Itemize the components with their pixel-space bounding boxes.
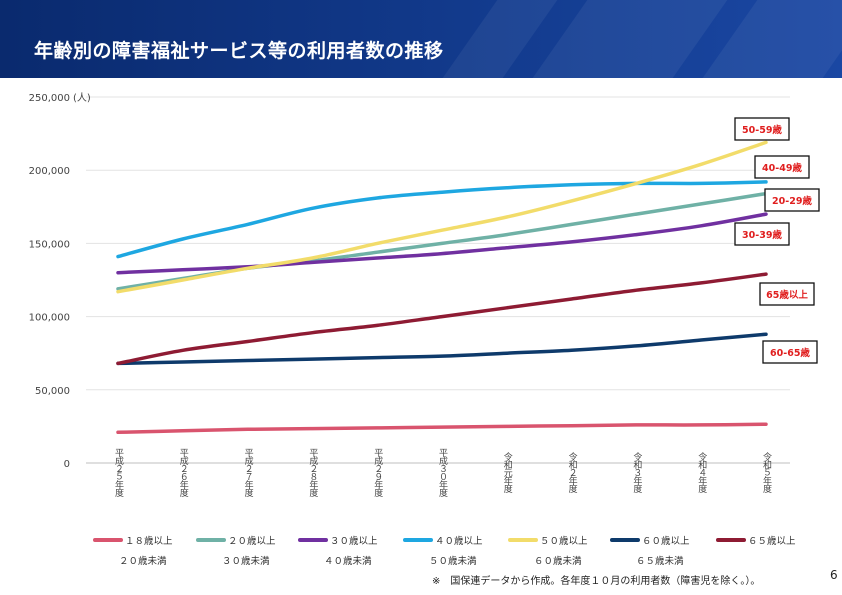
legend-label: １８歳以上 (125, 535, 173, 547)
legend: １８歳以上 ２０歳未満 ２０歳以上 ３０歳未満 ３０歳以上 ４０歳未満 ４０歳以上 ５０歳未満… (93, 535, 796, 567)
legend-label: ４０歳以上 (435, 535, 483, 547)
y-tick-label: 50,000 (35, 386, 70, 397)
legend-label-line2: ４０歳未満 (324, 555, 372, 567)
y-tick-label: 250,000 (29, 93, 70, 104)
x-tick-label: 令和５年度 (761, 451, 772, 494)
x-tick-label: 平成２６年度 (178, 448, 189, 498)
series-line (116, 332, 768, 366)
legend-label: ３０歳以上 (330, 535, 378, 547)
y-unit-label: (人) (73, 92, 91, 104)
annotation-label: 65歳以上 (766, 289, 808, 301)
x-tick-label: 令和２年度 (567, 451, 578, 494)
legend-label-line2: ５０歳未満 (429, 555, 477, 567)
y-tick-label: 100,000 (29, 313, 70, 324)
x-tick-label: 平成３０年度 (437, 448, 448, 498)
legend-label: ６５歳以上 (748, 535, 796, 547)
header-banner: 年齢別の障害福祉サービス等の利用者数の推移 (0, 0, 842, 78)
series-line (116, 180, 768, 259)
x-axis: 平成２５年度 平成２６年度 平成２７年度 平成２８年度 平成２９年度 平成３０年度 令和元年… (113, 448, 772, 498)
x-tick-label: 令和４年度 (696, 451, 707, 494)
series-line (116, 272, 768, 366)
annotation-label: 20-29歳 (772, 195, 812, 207)
footnote: ※ 国保連データから作成。各年度１０月の利用者数（障害児を除く。）。 (432, 576, 761, 587)
legend-label-line2: ３０歳未満 (222, 555, 270, 567)
page-title: 年齢別の障害福祉サービス等の利用者数の推移 (34, 40, 444, 62)
y-axis: 0 50,000 100,000 150,000 200,000 250,000 (人) (29, 92, 91, 470)
annotation-box (762, 340, 818, 364)
legend-label: ２０歳以上 (228, 535, 276, 547)
legend-label-line2: ６５歳未満 (636, 555, 684, 567)
x-tick-label: 令和３年度 (631, 451, 642, 494)
annotation-box (734, 117, 790, 141)
x-tick-label: 平成２５年度 (113, 448, 124, 498)
series-line (116, 422, 768, 435)
chart-series (116, 140, 768, 435)
annotation-box (734, 222, 790, 246)
legend-label-line2: ２０歳未満 (119, 555, 167, 567)
legend-label-line2: ６０歳未満 (534, 555, 582, 567)
legend-label: ５０歳以上 (540, 535, 588, 547)
x-tick-label: 平成２７年度 (243, 448, 254, 498)
annotation-label: 50-59歳 (742, 124, 782, 136)
page-number: 6 (830, 568, 838, 582)
series-annotations: 20-29歳 30-39歳 40-49歳 50-59歳 60-65歳 65歳以上 (734, 117, 820, 364)
y-tick-label: 150,000 (29, 239, 70, 250)
annotation-box (759, 282, 815, 306)
annotation-label: 30-39歳 (742, 229, 782, 241)
x-tick-label: 平成２８年度 (307, 448, 318, 498)
x-tick-label: 令和元年度 (502, 451, 513, 494)
legend-label: ６０歳以上 (642, 535, 690, 547)
x-tick-label: 平成２９年度 (372, 448, 383, 498)
y-tick-label: 200,000 (29, 166, 70, 177)
annotation-label: 40-49歳 (762, 162, 802, 174)
y-tick-label: 0 (64, 459, 70, 470)
series-line (116, 212, 768, 275)
chart-grid (86, 96, 790, 464)
line-chart: 0 50,000 100,000 150,000 200,000 250,000 (人) 平… (29, 92, 820, 567)
annotation-box (754, 155, 810, 179)
series-line (116, 140, 768, 294)
annotation-box (764, 188, 820, 212)
annotation-label: 60-65歳 (770, 347, 810, 359)
